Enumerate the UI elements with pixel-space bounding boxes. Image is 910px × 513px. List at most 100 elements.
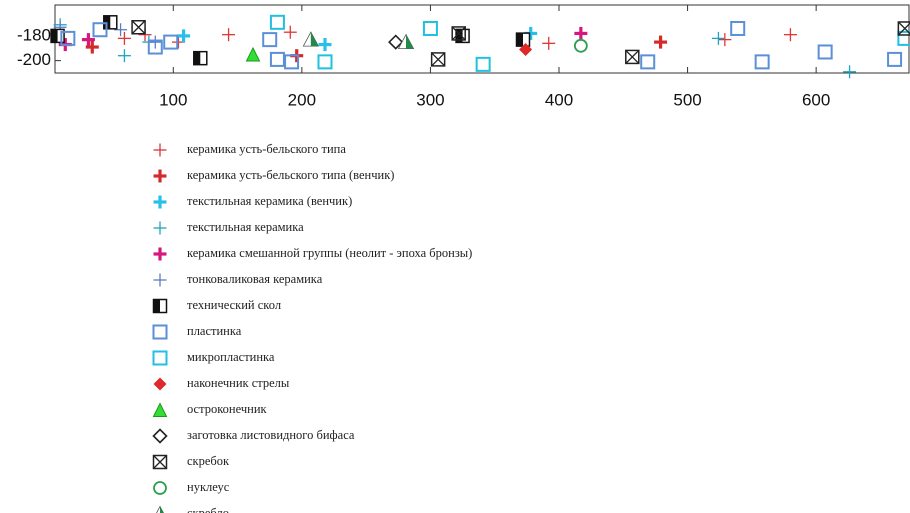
data-point	[574, 26, 588, 40]
legend-label: керамика усть-бельского типа (венчик)	[187, 168, 394, 182]
legend-label: керамика усть-бельского типа	[187, 142, 346, 156]
legend-marker	[153, 273, 167, 287]
data-point	[85, 40, 99, 54]
data-point	[397, 33, 415, 49]
data-point	[147, 39, 163, 55]
marker-part	[475, 56, 491, 72]
data-point	[718, 33, 732, 47]
marker-part	[573, 38, 588, 53]
y-tick-label: -180	[17, 25, 51, 44]
data-point	[422, 20, 438, 36]
marker-part	[516, 33, 523, 47]
marker-part	[897, 30, 910, 46]
marker-part	[310, 32, 319, 47]
marker-part	[160, 506, 164, 513]
marker-part	[406, 34, 414, 49]
data-point	[897, 30, 910, 46]
marker-part	[817, 44, 833, 60]
marker-part	[640, 54, 656, 70]
data-point	[318, 38, 332, 52]
data-point	[475, 56, 491, 72]
x-tick-label: 300	[416, 90, 444, 109]
data-point	[262, 32, 278, 48]
marker-part	[153, 299, 160, 313]
marker-part	[431, 52, 446, 67]
x-tick-label: 100	[159, 90, 187, 109]
data-point	[654, 35, 668, 49]
marker-part	[60, 30, 76, 46]
legend-marker	[156, 505, 164, 513]
data-point	[193, 50, 208, 66]
marker-part	[153, 377, 167, 391]
x-tick-label: 200	[288, 90, 316, 109]
data-point	[515, 32, 531, 47]
marker-part	[730, 20, 746, 36]
data-point	[117, 49, 131, 63]
x-tick-label: 400	[545, 90, 573, 109]
data-point	[451, 26, 466, 41]
data-point	[573, 38, 588, 53]
marker-part	[269, 51, 285, 67]
marker-part	[153, 481, 167, 495]
data-point	[177, 29, 191, 43]
marker-part	[754, 54, 770, 70]
marker-part	[456, 29, 463, 43]
data-point	[81, 33, 95, 47]
data-point	[317, 54, 333, 70]
data-point	[887, 51, 903, 67]
legend-label: технический скол	[187, 298, 281, 312]
marker-part	[388, 34, 404, 50]
marker-part	[284, 54, 300, 70]
marker-part	[92, 22, 108, 38]
marker-part	[317, 54, 333, 70]
legend-marker	[153, 377, 167, 391]
legend-marker	[152, 324, 168, 340]
legend-label: керамика смешанной группы (неолит - эпох…	[187, 246, 472, 260]
legend-label: текстильная керамика	[187, 220, 304, 234]
data-point	[843, 65, 857, 79]
data-point	[711, 31, 725, 45]
legend-label: тонковаликовая керамика	[187, 272, 323, 286]
y-tick-label: -200	[17, 50, 51, 69]
data-point	[284, 54, 300, 70]
legend-marker	[153, 221, 167, 235]
legend-label: текстильная керамика (венчик)	[187, 194, 352, 208]
marker-part	[519, 43, 533, 57]
marker-part	[152, 350, 168, 366]
marker-part	[51, 29, 58, 43]
legend-marker	[152, 454, 168, 470]
legend-label: заготовка листовидного бифаса	[187, 428, 355, 442]
marker-part	[269, 14, 285, 30]
marker-part	[152, 402, 168, 417]
data-point	[625, 49, 640, 65]
legend-marker	[152, 402, 168, 417]
data-point	[131, 20, 146, 35]
marker-part	[625, 49, 640, 65]
marker-part	[152, 428, 168, 444]
data-point	[542, 36, 556, 50]
legend-marker	[153, 195, 167, 209]
data-point	[114, 23, 128, 37]
data-point	[640, 54, 656, 70]
data-point	[283, 25, 297, 39]
marker-part	[245, 46, 261, 62]
legend-marker	[153, 247, 167, 261]
data-point	[163, 34, 179, 50]
legend-marker	[153, 143, 167, 157]
data-point	[897, 21, 910, 36]
data-point	[222, 28, 236, 42]
data-point	[117, 31, 131, 45]
data-point	[92, 22, 108, 38]
data-point	[430, 52, 446, 67]
marker-part	[131, 20, 146, 35]
marker-part	[153, 455, 167, 469]
marker-part	[262, 32, 278, 48]
marker-part	[451, 26, 466, 41]
marker-part	[152, 454, 168, 470]
x-tick-label: 600	[802, 90, 830, 109]
data-point	[148, 35, 162, 49]
legend-marker	[153, 481, 167, 495]
data-point	[269, 51, 285, 67]
marker-part	[163, 34, 179, 50]
